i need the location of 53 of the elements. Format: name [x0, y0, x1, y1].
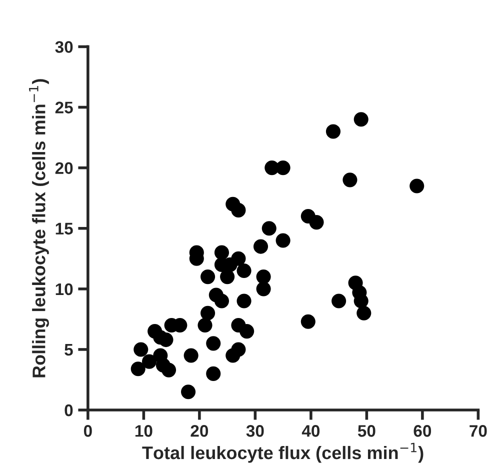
point — [214, 294, 230, 308]
point — [200, 306, 216, 320]
point — [300, 314, 316, 329]
point — [206, 366, 221, 381]
point — [200, 270, 216, 284]
point — [332, 294, 346, 308]
y-tick-label: 15 — [56, 222, 73, 235]
point — [309, 215, 324, 230]
point — [236, 294, 252, 308]
point — [184, 348, 198, 363]
y-tick-label: 0 — [64, 404, 73, 416]
point — [354, 112, 368, 127]
point — [130, 362, 146, 376]
point — [262, 221, 276, 236]
point — [276, 233, 290, 248]
point — [326, 124, 341, 139]
point — [256, 270, 271, 284]
point — [161, 362, 176, 378]
x-tick-label: 50 — [358, 425, 376, 437]
x-tick-label: 60 — [414, 425, 432, 437]
point — [256, 282, 271, 296]
point — [231, 342, 246, 357]
y-tick-label: 20 — [55, 162, 73, 174]
x-tick-label: 70 — [470, 425, 487, 437]
point — [231, 251, 246, 266]
y-tick-label: 5 — [64, 344, 73, 356]
point — [276, 160, 290, 176]
point — [231, 202, 246, 218]
point — [181, 384, 196, 400]
point — [214, 245, 230, 260]
y-tick-label: 25 — [55, 102, 73, 114]
point — [206, 336, 221, 351]
point — [240, 324, 254, 339]
y-axis-title: Rolling leukocyte flux (cells min$^{−1}$) — [29, 79, 49, 378]
y-tick-label: 30 — [55, 41, 73, 53]
point — [342, 172, 358, 188]
point — [410, 178, 424, 194]
point — [220, 270, 235, 284]
point — [142, 354, 157, 369]
point — [158, 332, 174, 348]
point — [253, 239, 268, 254]
x-tick-label: 30 — [246, 425, 264, 437]
point — [356, 306, 372, 320]
point — [134, 342, 148, 357]
point — [354, 294, 368, 308]
point — [236, 263, 252, 278]
point — [198, 318, 212, 333]
x-tick-label: 20 — [190, 425, 208, 437]
x-tick-label: 0 — [84, 425, 92, 437]
x-axis-title: Total leukocyte flux (cells min$^{−1}$) — [142, 442, 424, 463]
x-tick-label: 40 — [302, 425, 320, 437]
x-tick-label: 10 — [135, 425, 152, 437]
y-tick-label: 10 — [56, 283, 73, 296]
